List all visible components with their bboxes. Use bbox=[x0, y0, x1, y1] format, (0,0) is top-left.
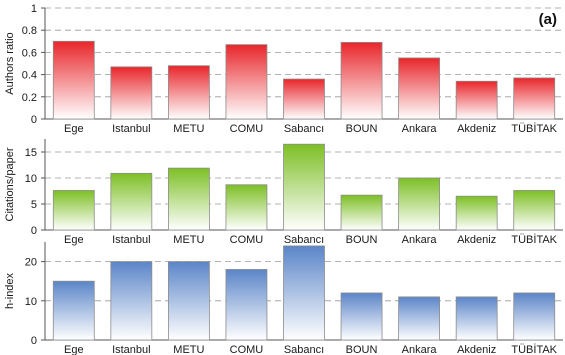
bar-boun bbox=[340, 194, 383, 231]
x-tick-label: Sabancı bbox=[284, 344, 324, 355]
bar-metu bbox=[167, 167, 210, 231]
x-tick-label: COMU bbox=[230, 344, 264, 355]
x-tick-label: TÜBİTAK bbox=[511, 122, 557, 135]
x-tick-label: Istanbul bbox=[112, 344, 151, 355]
bar-istanbul bbox=[110, 66, 153, 120]
bar-sabancı bbox=[283, 78, 325, 120]
x-tick-label: BOUN bbox=[346, 234, 378, 246]
bar-ankara bbox=[398, 57, 441, 120]
x-tick-label: Akdeniz bbox=[457, 234, 496, 246]
y-tick-label: 0.6 bbox=[22, 47, 37, 59]
bar-istanbul bbox=[110, 172, 153, 231]
x-tick-label: METU bbox=[173, 123, 204, 135]
x-tick-label: Sabancı bbox=[284, 123, 324, 135]
y-tick-label: 0 bbox=[31, 114, 37, 126]
chart-panel-3: 0 10 20 h-index Ege Istanbul METU COMU Sabancı BO… bbox=[4, 242, 563, 355]
y-tick-label: 10 bbox=[25, 173, 37, 185]
x-tick-label: Ege bbox=[64, 344, 84, 355]
bar-ankara bbox=[398, 177, 441, 231]
bar-akdeniz bbox=[455, 296, 498, 341]
bar-akdeniz bbox=[455, 195, 498, 231]
x-tick-label: COMU bbox=[230, 234, 264, 246]
y-axis-title: Citations/paper bbox=[4, 147, 16, 221]
bar-comu bbox=[225, 184, 268, 231]
bar-tübi̇tak bbox=[513, 292, 556, 341]
bar-sabancı bbox=[283, 143, 325, 231]
panel-label: (a) bbox=[539, 11, 557, 28]
bar-akdeniz bbox=[455, 80, 498, 120]
x-tick-label: Sabancı bbox=[284, 234, 324, 246]
bar-ege bbox=[52, 190, 95, 231]
x-tick-label: Akdeniz bbox=[457, 344, 496, 355]
bar-ege bbox=[52, 280, 95, 341]
chart-panel-2: 0 5 10 15 Citations/paper Ege Istanbul METU COMU… bbox=[4, 139, 563, 246]
bar-metu bbox=[167, 261, 210, 341]
y-tick-label: 0 bbox=[31, 225, 37, 237]
bar-ege bbox=[52, 40, 95, 120]
x-tick-label: METU bbox=[173, 344, 204, 355]
y-tick-label: 0.4 bbox=[22, 70, 37, 82]
bar-boun bbox=[340, 42, 383, 120]
x-tick-label: Ankara bbox=[402, 234, 438, 246]
y-tick-label: 0.2 bbox=[22, 92, 37, 104]
x-tick-label: TÜBİTAK bbox=[511, 343, 557, 355]
y-tick-label: 20 bbox=[25, 257, 37, 269]
bar-metu bbox=[167, 65, 210, 120]
y-axis-title: h-index bbox=[4, 272, 16, 309]
bar-tübi̇tak bbox=[513, 190, 556, 231]
x-tick-label: Ege bbox=[64, 234, 84, 246]
x-tick-label: Istanbul bbox=[112, 123, 151, 135]
bar-boun bbox=[340, 292, 383, 341]
x-tick-label: Ege bbox=[64, 123, 84, 135]
x-tick-label: Ankara bbox=[402, 344, 438, 355]
chart-panel-1: 0 0.2 0.4 0.6 0.8 1 Authors ratio Ege Istanbul ME… bbox=[4, 3, 563, 135]
bar-istanbul bbox=[110, 261, 153, 341]
y-tick-label: 15 bbox=[25, 147, 37, 159]
y-tick-label: 10 bbox=[25, 296, 37, 308]
bar-comu bbox=[225, 44, 268, 120]
y-tick-label: 0.8 bbox=[22, 25, 37, 37]
bar-ankara bbox=[398, 296, 441, 341]
y-tick-label: 5 bbox=[31, 199, 37, 211]
x-tick-label: COMU bbox=[230, 123, 264, 135]
x-tick-label: Ankara bbox=[402, 123, 438, 135]
x-tick-label: BOUN bbox=[346, 123, 378, 135]
bar-tübi̇tak bbox=[513, 77, 556, 120]
bar-comu bbox=[225, 269, 268, 341]
y-axis-title: Authors ratio bbox=[4, 32, 16, 94]
bar-sabancı bbox=[283, 245, 325, 341]
x-tick-label: Istanbul bbox=[112, 234, 151, 246]
x-tick-label: METU bbox=[173, 234, 204, 246]
x-tick-label: TÜBİTAK bbox=[511, 233, 557, 246]
x-tick-label: Akdeniz bbox=[457, 123, 496, 135]
y-tick-label: 0 bbox=[31, 335, 37, 347]
y-tick-label: 1 bbox=[31, 3, 37, 15]
x-tick-label: BOUN bbox=[346, 344, 378, 355]
